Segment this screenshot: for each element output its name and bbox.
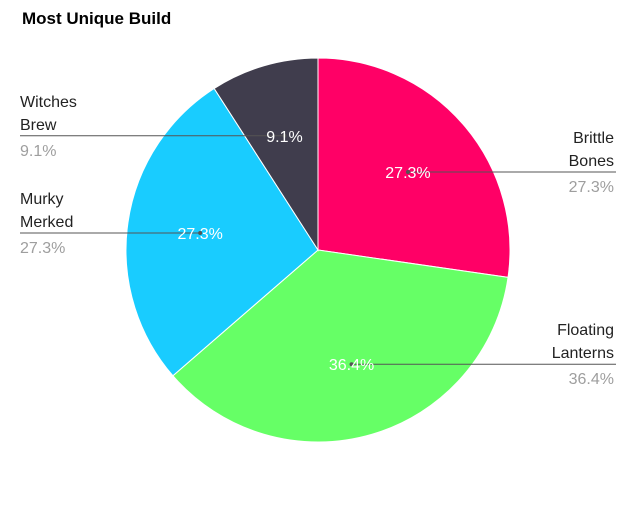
slice-label-1-line-1: Lanterns — [552, 345, 614, 362]
leader-dot-2 — [198, 231, 203, 236]
slice-label-2-line-1: Merked — [20, 214, 73, 231]
slice-label-0-line-0: Brittle — [573, 130, 614, 147]
slice-pct-inner-3: 9.1% — [266, 129, 302, 146]
chart-title: Most Unique Build — [22, 9, 172, 28]
slice-label-1-line-0: Floating — [557, 322, 614, 339]
slice-label-0-line-1: Bones — [569, 153, 614, 170]
pie-labels: 27.3% Brittle Bones 27.3% 36.4% Floating Lante… — [20, 94, 616, 388]
slice-pct-inner-1: 36.4% — [329, 357, 374, 374]
pie-slices — [125, 57, 511, 443]
slice-pct-outer-0: 27.3% — [569, 179, 614, 196]
pie-slice-2 — [125, 87, 319, 377]
slice-label-3-line-1: Brew — [20, 117, 57, 134]
slice-label-3-line-0: Witches — [20, 94, 77, 111]
pie-slice-0 — [317, 57, 511, 278]
pie-slice-3 — [213, 57, 319, 252]
leader-dot-3 — [282, 133, 287, 138]
slice-pct-outer-2: 27.3% — [20, 240, 65, 257]
leader-dot-0 — [405, 170, 410, 175]
leader-dot-1 — [349, 362, 354, 367]
pie-slice-1 — [172, 249, 509, 443]
slice-pct-outer-3: 9.1% — [20, 143, 56, 160]
slice-pct-outer-1: 36.4% — [569, 371, 614, 388]
slice-label-2-line-0: Murky — [20, 191, 64, 208]
slice-pct-inner-0: 27.3% — [385, 165, 430, 182]
slice-pct-inner-2: 27.3% — [177, 226, 222, 243]
